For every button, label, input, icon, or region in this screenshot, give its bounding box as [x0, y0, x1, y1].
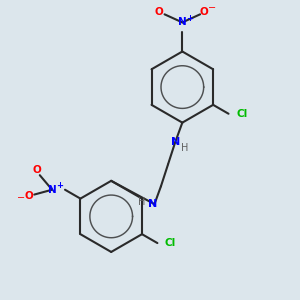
Text: H: H — [139, 196, 146, 206]
Text: O: O — [33, 165, 42, 175]
Text: −: − — [17, 193, 25, 203]
Text: +: + — [186, 14, 193, 23]
Text: O: O — [155, 7, 164, 17]
Text: +: + — [56, 181, 63, 190]
Text: −: − — [208, 3, 217, 13]
Text: Cl: Cl — [164, 238, 176, 248]
Text: N: N — [148, 199, 158, 209]
Text: O: O — [24, 191, 33, 201]
Text: Cl: Cl — [237, 109, 248, 119]
Text: N: N — [48, 185, 56, 195]
Text: H: H — [181, 143, 188, 153]
Text: N: N — [170, 137, 180, 147]
Text: N: N — [178, 17, 187, 27]
Text: O: O — [200, 7, 209, 17]
